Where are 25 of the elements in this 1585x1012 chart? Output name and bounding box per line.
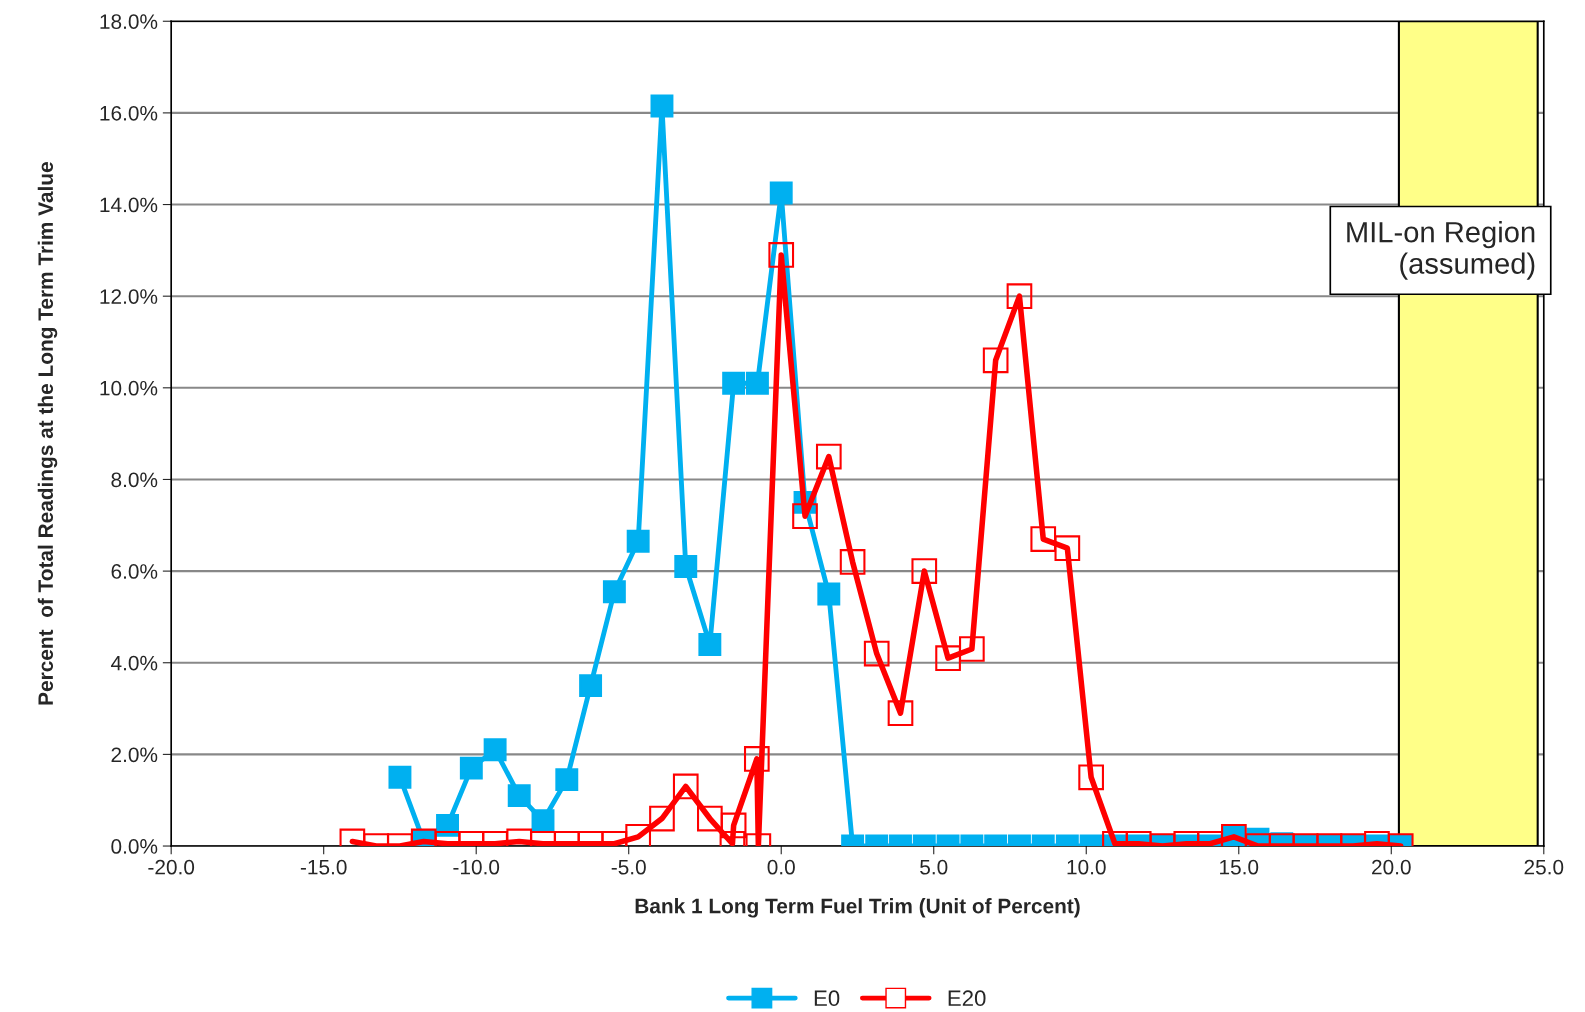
x-tick-label: -5.0 <box>611 859 646 875</box>
x-tick-label: 10.0 <box>1067 859 1106 875</box>
y-tick-label: 16.0% <box>100 105 158 121</box>
x-tick-label: 20.0 <box>1372 859 1411 875</box>
x-axis-title: Bank 1 Long Term Fuel Trim (Unit of Percent) <box>635 898 1080 918</box>
legend-label: E0 <box>814 990 840 1007</box>
y-axis-title: Percent of Total Readings at the Long Term Trim Value <box>37 162 58 705</box>
y-tick-label: 6.0% <box>111 564 158 579</box>
x-tick-label: -15.0 <box>300 859 347 875</box>
y-tick-label: 0.0% <box>111 839 158 854</box>
y-tick-label: 2.0% <box>111 747 158 763</box>
y-tick-label: 4.0% <box>110 655 158 671</box>
legend-label: E20 <box>948 990 986 1007</box>
x-tick-label: 15.0 <box>1220 859 1259 875</box>
y-tick-label: 14.0% <box>100 197 158 213</box>
y-tick-label: 12.0% <box>100 289 158 304</box>
y-tick-label: 8.0% <box>111 472 158 488</box>
x-tick-label: -10.0 <box>453 859 500 875</box>
y-tick-label: 18.0% <box>100 14 158 30</box>
x-tick-label: -20.0 <box>148 859 195 875</box>
y-tick-label: 10.0% <box>100 380 158 396</box>
x-tick-label: 0.0 <box>767 859 795 875</box>
x-tick-label: 25.0 <box>1524 859 1564 875</box>
band-label: MIL-on Region (assumed) <box>1347 221 1535 280</box>
x-tick-label: 5.0 <box>920 859 948 875</box>
